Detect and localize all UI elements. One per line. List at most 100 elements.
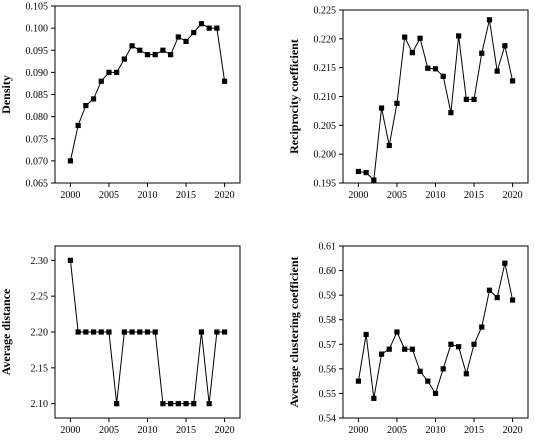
- density-point-2016: [191, 29, 197, 36]
- density-point-2010: [144, 52, 151, 58]
- reciprocity-point-2008: [417, 35, 423, 41]
- panel-reciprocity: 2000 2005 2010 2015 2020 0.195 0.200 0.205 0.210…: [287, 6, 529, 201]
- average-clustering-point-2010: [432, 390, 439, 397]
- reciprocity-point-2012: [448, 110, 454, 116]
- average-clustering-point-2014: [463, 371, 469, 377]
- reciprocity-point-2005: [394, 100, 400, 107]
- reciprocity-point-2015: [471, 96, 477, 102]
- average-distance-point-2005: [106, 329, 112, 335]
- average-clustering-y-tick-label: 0.55: [319, 389, 337, 400]
- average-distance-point-2004: [98, 329, 104, 335]
- average-clustering-point-2016: [479, 324, 485, 330]
- reciprocity-point-2014: [463, 96, 469, 102]
- average-distance-point-2008: [129, 329, 135, 335]
- reciprocity-point-2003: [378, 105, 385, 111]
- average-distance-y-tick-label: 2.20: [31, 328, 49, 339]
- reciprocity-point-2018: [494, 68, 500, 74]
- average-clustering-x-tick-label: 2015: [464, 425, 484, 436]
- reciprocity-point-2006: [402, 34, 408, 40]
- average-distance-y-tick-label: 2.30: [31, 256, 49, 267]
- average-clustering-point-2003: [378, 351, 385, 357]
- average-distance-point-2014: [175, 401, 181, 407]
- density-x-tick-label: 2000: [60, 190, 80, 201]
- reciprocity-plot-frame: [342, 9, 529, 184]
- average-clustering-x-tick-label: 2005: [387, 425, 407, 436]
- density-y-axis-title: Density: [0, 75, 13, 114]
- density-y-tick-label: 0.065: [26, 179, 49, 190]
- reciprocity-y-tick-label: 0.210: [314, 92, 337, 103]
- average-clustering-y-tick-label: 0.58: [319, 315, 337, 326]
- reciprocity-series-line: [358, 19, 514, 182]
- reciprocity-y-tick-label: 0.225: [314, 6, 337, 17]
- average-clustering-x-tick-label: 2010: [426, 425, 446, 436]
- density-x-tick-label: 2020: [215, 190, 235, 201]
- reciprocity-point-2011: [440, 73, 446, 79]
- density-plot-frame: [54, 5, 241, 184]
- panel-average-distance: 2000 2005 2010 2015 2020 2.10 2.15 2.20 2.25 2.30…: [0, 245, 241, 436]
- average-clustering-y-tick-label: 0.57: [319, 340, 337, 351]
- average-clustering-point-2004: [386, 346, 392, 352]
- reciprocity-point-2007: [409, 50, 415, 56]
- average-distance-point-2020: [221, 329, 228, 335]
- panel-average-clustering: 2000 2005 2010 2015 2020 0.54 0.55 0.56 0.57 0.58…: [287, 242, 529, 436]
- average-distance-x-tick-label: 2020: [215, 425, 235, 436]
- density-point-2000: [67, 158, 74, 164]
- reciprocity-y-tick-label: 0.200: [314, 150, 337, 161]
- density-x-tick-label: 2015: [176, 190, 196, 201]
- average-distance-point-2018: [206, 401, 212, 407]
- average-clustering-point-2019: [502, 260, 508, 266]
- average-distance-point-2002: [83, 329, 89, 335]
- average-clustering-point-2008: [417, 368, 423, 374]
- reciprocity-x-tick-label: 2010: [426, 190, 446, 201]
- average-distance-point-2019: [214, 329, 220, 335]
- average-distance-point-2010: [144, 329, 151, 335]
- average-distance-point-2007: [121, 329, 127, 335]
- average-clustering-point-2013: [456, 344, 462, 350]
- reciprocity-y-tick-label: 0.195: [314, 179, 337, 190]
- average-clustering-point-2018: [494, 295, 500, 301]
- average-clustering-point-2009: [425, 378, 431, 384]
- average-clustering-x-tick-label: 2000: [348, 425, 368, 436]
- reciprocity-y-tick-label: 0.220: [314, 34, 337, 45]
- reciprocity-x-tick-label: 2015: [464, 190, 484, 201]
- average-clustering-point-2012: [448, 341, 454, 347]
- reciprocity-x-tick-label: 2020: [503, 190, 523, 201]
- average-clustering-point-2006: [402, 346, 408, 352]
- panel-density: 2000 2005 2010 2015 2020 0.065 0.070 0.075 0.080…: [0, 2, 241, 201]
- density-y-tick-label: 0.090: [26, 68, 49, 79]
- reciprocity-point-2004: [386, 142, 392, 149]
- average-distance-point-2011: [152, 329, 158, 335]
- density-point-2018: [206, 25, 212, 31]
- average-clustering-point-2001: [363, 331, 369, 338]
- average-distance-x-tick-label: 2010: [138, 425, 158, 436]
- average-distance-point-2003: [90, 329, 97, 335]
- density-y-tick-label: 0.105: [26, 2, 49, 13]
- density-point-2019: [214, 25, 220, 31]
- average-clustering-point-2017: [486, 287, 493, 293]
- average-distance-point-2006: [114, 401, 120, 407]
- density-y-tick-label: 0.095: [26, 46, 49, 57]
- density-y-tick-label: 0.080: [26, 112, 49, 123]
- density-point-2004: [98, 78, 104, 84]
- average-distance-y-tick-label: 2.15: [31, 363, 49, 374]
- average-distance-y-tick-label: 2.10: [31, 399, 49, 410]
- average-clustering-point-2002: [371, 395, 377, 401]
- density-point-2009: [137, 47, 143, 53]
- average-clustering-y-tick-label: 0.61: [319, 242, 337, 253]
- average-distance-point-2012: [160, 401, 166, 407]
- density-point-2003: [90, 96, 97, 102]
- reciprocity-x-tick-label: 2000: [348, 190, 368, 201]
- average-clustering-point-2011: [440, 366, 446, 372]
- average-distance-point-2017: [198, 329, 205, 335]
- reciprocity-point-2001: [363, 170, 369, 176]
- average-clustering-y-tick-label: 0.59: [319, 291, 337, 302]
- reciprocity-point-2002: [371, 177, 377, 183]
- density-point-2002: [83, 102, 89, 109]
- reciprocity-point-2016: [479, 50, 485, 56]
- average-clustering-point-2005: [394, 329, 400, 335]
- reciprocity-y-tick-label: 0.205: [314, 121, 337, 132]
- average-distance-point-2001: [75, 329, 81, 335]
- density-point-2006: [114, 69, 120, 75]
- average-distance-y-axis-title: Average distance: [0, 288, 13, 375]
- average-distance-x-tick-label: 2015: [176, 425, 196, 436]
